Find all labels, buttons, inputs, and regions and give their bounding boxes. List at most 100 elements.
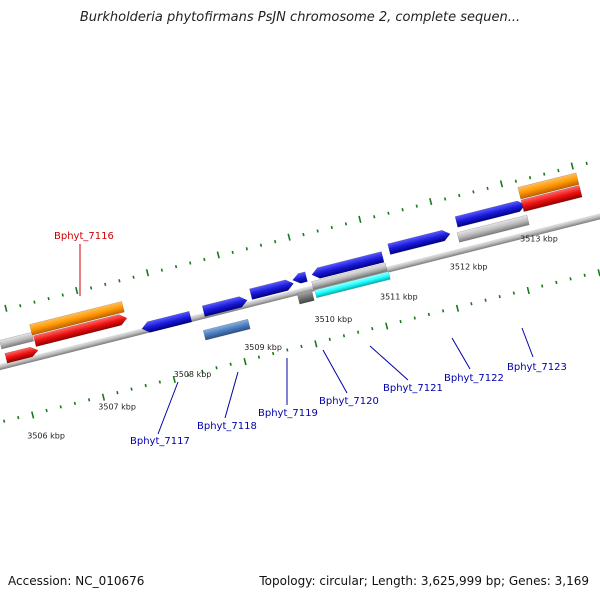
tick-mark [158, 380, 162, 384]
gene-bphyt-7117[interactable] [141, 310, 193, 334]
tick-mark [583, 273, 586, 277]
kbp-tick-label: 3511 kbp [380, 292, 418, 301]
gene-bphyt-7116-orange[interactable] [29, 301, 125, 336]
tick-mark [101, 393, 106, 401]
gene-bphyt-7116-selected[interactable] [33, 313, 128, 347]
tick-mark [259, 243, 263, 247]
tick-mark [373, 215, 376, 219]
tick-mark [484, 298, 487, 302]
tick-mark [2, 419, 6, 423]
tick-mark [385, 322, 389, 330]
gene-bphyt-7120-dark[interactable] [296, 289, 315, 305]
tick-mark [287, 233, 291, 241]
gene-bphyt-7120-gray[interactable] [311, 262, 388, 290]
gene-label-bphyt-7116[interactable]: Bphyt_7116 [54, 231, 114, 242]
kbp-tick-label: 3510 kbp [315, 315, 353, 324]
gene-bphyt-7118[interactable] [201, 295, 248, 317]
tick-mark [413, 316, 416, 320]
inner-tick-track [2, 269, 600, 423]
gene-bphyt-7120-cyan[interactable] [314, 271, 391, 299]
tick-mark [314, 340, 318, 348]
tick-mark [415, 204, 418, 208]
tick-mark [216, 251, 220, 259]
gene-label-bphyt-7120[interactable]: Bphyt_7120 [319, 396, 379, 407]
tick-mark [498, 294, 501, 299]
map-title: Burkholderia phytofirmans PsJN chromosom… [79, 10, 521, 25]
tick-mark [499, 180, 504, 188]
leader-line-bphyt-7122 [451, 337, 471, 370]
gene-left-gray[interactable] [0, 331, 34, 350]
tick-mark [569, 277, 572, 281]
tick-mark [145, 269, 150, 277]
tick-mark [174, 264, 178, 269]
tick-mark [514, 179, 518, 183]
tick-mark [429, 198, 433, 206]
kbp-tick-label: 3513 kbp [520, 235, 558, 244]
tick-mark [543, 172, 546, 176]
leader-line-bphyt-7117 [157, 381, 179, 435]
leader-line-bphyt-7120 [322, 349, 348, 394]
tick-mark [257, 355, 261, 359]
gene-bphyt-7119[interactable] [249, 278, 294, 300]
tick-mark [557, 168, 560, 173]
gene-bphyt-7118-steel[interactable] [202, 318, 251, 341]
tick-mark [401, 208, 404, 212]
tick-mark [371, 327, 374, 331]
tick-mark [316, 229, 319, 233]
gene-bphyt-7122-gray[interactable] [456, 214, 530, 243]
gene-bphyt-7122[interactable] [454, 199, 527, 228]
tick-mark [274, 240, 277, 244]
tick-mark [399, 319, 402, 324]
tick-mark [33, 300, 36, 304]
tick-mark [458, 193, 461, 198]
gene-right-orange[interactable] [517, 172, 580, 200]
gene-label-bphyt-7118[interactable]: Bphyt_7118 [197, 421, 257, 432]
outer-tick-track [4, 161, 588, 312]
tick-mark [570, 162, 574, 170]
tick-mark [45, 408, 48, 413]
tick-mark [187, 373, 190, 377]
tick-mark [189, 261, 192, 265]
tick-mark [243, 358, 247, 366]
tick-mark [215, 366, 218, 370]
tick-mark [130, 387, 133, 391]
kbp-tick-label: 3508 kbp [174, 370, 212, 379]
gene-label-bphyt-7117[interactable]: Bphyt_7117 [130, 436, 190, 447]
tick-mark [470, 302, 473, 306]
tick-mark [300, 344, 303, 349]
tick-mark [272, 351, 275, 356]
tick-mark [17, 415, 20, 420]
gene-label-bphyt-7122[interactable]: Bphyt_7122 [444, 373, 504, 384]
tick-mark [512, 291, 516, 295]
gene-label-bphyt-7119[interactable]: Bphyt_7119 [258, 408, 318, 419]
tick-mark [89, 286, 93, 290]
gene-label-bphyt-7121[interactable]: Bphyt_7121 [383, 383, 443, 394]
tick-mark [358, 215, 362, 223]
leader-line-bphyt-7118 [224, 371, 239, 419]
kbp-tick-label: 3507 kbp [98, 402, 136, 411]
kbp-tick-label: 3512 kbp [450, 262, 488, 271]
tick-mark [455, 304, 460, 312]
tick-mark [160, 268, 164, 272]
tick-mark [118, 279, 121, 283]
gene-bphyt-7120[interactable] [311, 251, 385, 280]
gene-bphyt-7121[interactable] [387, 228, 452, 255]
tick-mark [229, 362, 232, 366]
tick-mark [132, 275, 135, 279]
tick-mark [61, 293, 64, 297]
tick-mark [344, 222, 348, 226]
tick-mark [73, 401, 77, 405]
kbp-scale-labels: 3506 kbp 3507 kbp 3508 kbp 3509 kbp 3510 kbp… [27, 235, 558, 441]
gene-bphyt-7120-small[interactable] [291, 271, 308, 285]
genome-strip: 3506 kbp 3507 kbp 3508 kbp 3509 kbp 3510 kbp… [0, 161, 600, 441]
gene-label-layer: Bphyt_7116 Bphyt_7117 Bphyt_7118 Bphyt_7… [54, 231, 567, 447]
tick-mark [203, 257, 206, 262]
gene-right-red[interactable] [520, 185, 583, 212]
tick-mark [526, 286, 530, 295]
gene-left-red[interactable] [4, 345, 39, 364]
tick-mark [31, 411, 35, 419]
gene-label-bphyt-7123[interactable]: Bphyt_7123 [507, 362, 567, 373]
tick-mark [342, 334, 346, 338]
tick-mark [104, 282, 107, 287]
